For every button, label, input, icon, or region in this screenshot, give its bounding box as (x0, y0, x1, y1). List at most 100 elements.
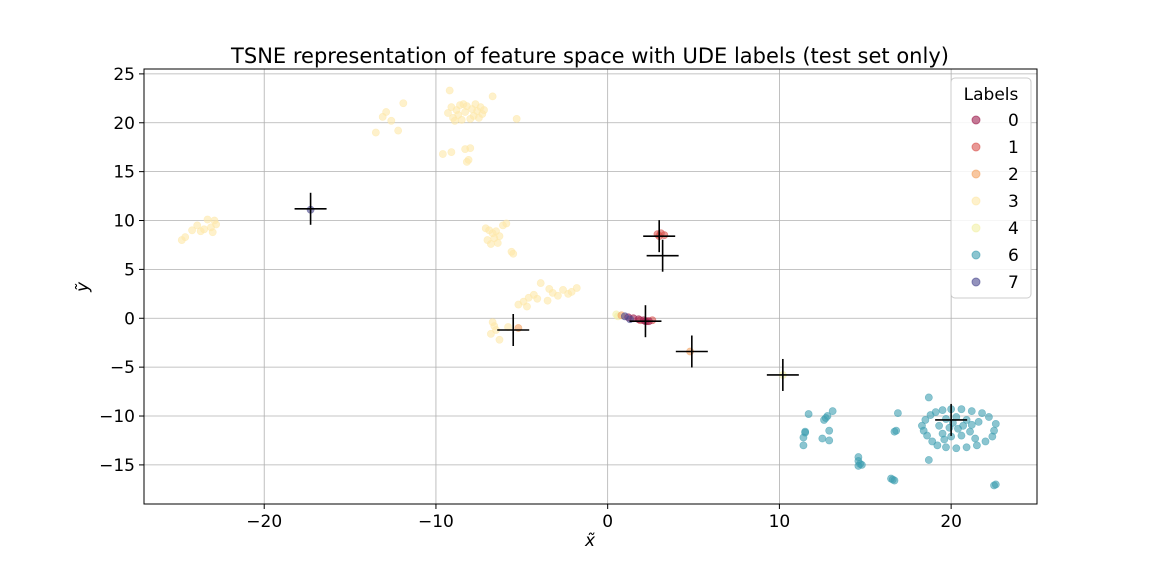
point-label-3 (512, 114, 521, 123)
point-label-6 (923, 431, 931, 440)
legend-label-4: 4 (1008, 219, 1019, 239)
x-tick-label: 0 (602, 512, 613, 532)
legend-label-6: 6 (1008, 246, 1019, 266)
point-label-3 (536, 279, 545, 287)
point-label-3 (464, 156, 473, 164)
point-label-3 (466, 144, 475, 153)
point-label-6 (799, 441, 808, 450)
point-label-6 (967, 407, 976, 416)
legend-label-7: 7 (1008, 273, 1019, 293)
point-label-6 (928, 437, 937, 446)
y-tick-label: −15 (99, 456, 135, 476)
point-label-6 (959, 421, 968, 430)
point-label-3 (553, 291, 562, 300)
point-label-6 (942, 443, 950, 452)
legend-box (950, 77, 1032, 299)
point-label-6 (890, 476, 899, 485)
point-label-3 (181, 233, 190, 242)
legend-label-1: 1 (1008, 138, 1019, 158)
point-label-6 (854, 461, 863, 470)
point-label-3 (509, 249, 518, 258)
y-axis-label: ỹ (73, 281, 93, 293)
y-tick-label: 25 (113, 65, 135, 85)
point-label-6 (940, 435, 949, 444)
point-label-6 (935, 421, 944, 430)
point-label-6 (974, 417, 983, 426)
x-tick-label: 10 (769, 512, 791, 532)
grid (144, 69, 1037, 504)
legend-title: Labels (964, 85, 1019, 105)
point-label-6 (957, 431, 966, 440)
point-label-6 (981, 437, 990, 446)
legend-label-0: 0 (1008, 111, 1019, 131)
point-label-6 (821, 414, 830, 422)
point-label-3 (488, 92, 497, 101)
legend-label-3: 3 (1008, 192, 1019, 212)
point-label-3 (543, 296, 552, 305)
point-label-6 (825, 426, 834, 435)
point-label-6 (893, 409, 902, 417)
x-tick-label: −10 (418, 512, 454, 532)
legend: Labels 0 1 2 3 4 6 7 (950, 77, 1032, 299)
point-label-3 (394, 126, 403, 135)
point-label-3 (371, 128, 380, 137)
point-label-6 (966, 427, 974, 436)
point-label-6 (825, 436, 834, 445)
legend-marker-7 (971, 277, 981, 287)
point-label-6 (962, 443, 971, 452)
point-label-6 (921, 416, 930, 424)
point-label-3 (533, 294, 542, 303)
point-label-6 (967, 420, 976, 429)
x-tick-label: 20 (940, 512, 962, 532)
point-label-6 (890, 427, 899, 436)
legend-marker-2 (971, 169, 981, 179)
legend-marker-6 (971, 250, 981, 260)
point-label-6 (818, 434, 827, 443)
legend-marker-1 (971, 142, 981, 152)
point-label-6 (931, 408, 940, 417)
point-label-3 (502, 219, 511, 228)
point-label-3 (480, 106, 488, 114)
y-tick-label: −10 (99, 407, 135, 427)
point-label-3 (450, 116, 459, 125)
x-tick-label: −20 (246, 512, 282, 532)
y-tick-label: 20 (113, 114, 135, 134)
point-label-3 (567, 287, 576, 296)
point-label-6 (990, 481, 998, 490)
point-label-3 (210, 216, 219, 225)
chart-title: TSNE representation of feature space wit… (230, 44, 949, 68)
point-label-3 (188, 226, 196, 235)
point-label-3 (444, 109, 452, 117)
point-label-6 (828, 407, 837, 416)
point-label-3 (483, 236, 492, 244)
point-label-6 (957, 405, 966, 414)
point-label-3 (559, 286, 567, 294)
point-label-6 (972, 441, 981, 450)
point-label-3 (447, 148, 456, 156)
point-label-3 (459, 100, 468, 109)
point-label-6 (933, 441, 942, 450)
axis-ticks: −20 −10 0 10 20 −15 −10 −5 0 5 10 15 20 25 (99, 65, 962, 532)
point-label-3 (193, 221, 202, 230)
point-label-6 (985, 413, 993, 421)
point-label-3 (387, 116, 396, 125)
legend-marker-3 (971, 196, 981, 206)
point-label-6 (952, 444, 961, 453)
point-label-3 (208, 228, 217, 237)
point-label-6 (978, 409, 986, 417)
plot-frame (143, 68, 1038, 505)
point-label-6 (801, 427, 810, 436)
point-label-3 (490, 234, 499, 243)
point-label-6 (924, 393, 933, 402)
point-label-3 (523, 302, 531, 311)
y-tick-label: 5 (124, 260, 135, 280)
point-label-6 (971, 434, 980, 443)
legend-marker-4 (971, 223, 981, 233)
legend-label-2: 2 (1008, 165, 1019, 185)
y-tick-label: 0 (124, 309, 135, 329)
point-label-3 (457, 115, 466, 124)
point-label-3 (438, 150, 447, 158)
point-label-3 (200, 225, 209, 234)
